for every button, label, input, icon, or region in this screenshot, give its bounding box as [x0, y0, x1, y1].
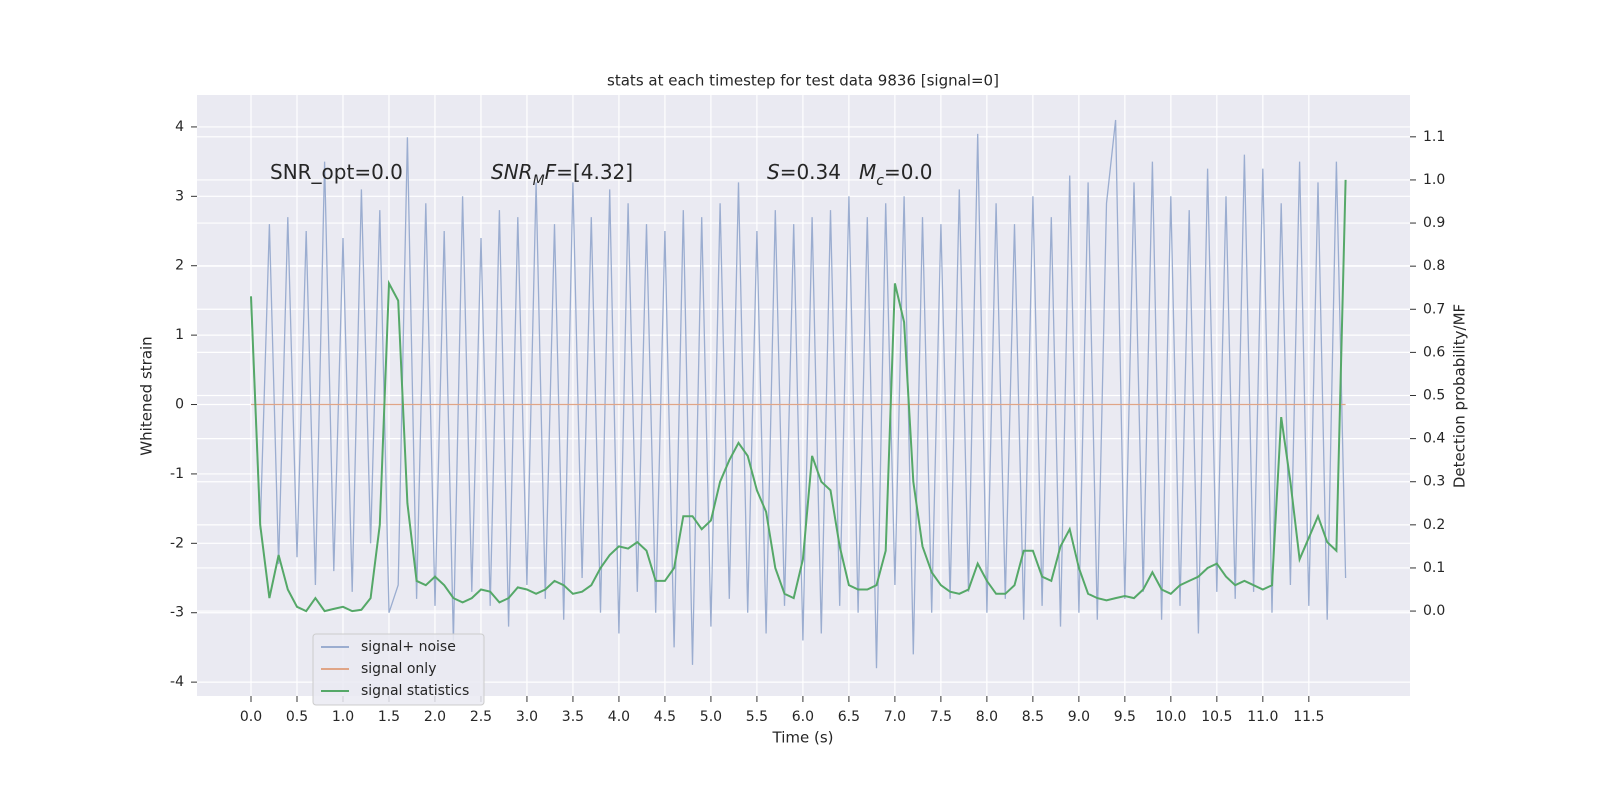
annotation-part: M — [859, 160, 876, 184]
x-tick-label: 6.0 — [792, 709, 814, 725]
legend-label: signal only — [361, 661, 436, 677]
x-axis-label: Time (s) — [772, 729, 834, 747]
x-tick-label: 6.5 — [838, 709, 860, 725]
y2-tick-label: 0.6 — [1423, 344, 1445, 360]
annotation-part: =0.0 — [884, 160, 933, 184]
x-tick-label: 9.0 — [1068, 709, 1090, 725]
chart-title: stats at each timestep for test data 983… — [607, 72, 999, 90]
x-tick-label: 0.0 — [240, 709, 262, 725]
x-tick-label: 1.5 — [378, 709, 400, 725]
x-tick-label: 4.5 — [654, 709, 676, 725]
legend: signal+ noise signal only signal statistic… — [312, 633, 485, 706]
annotation: Mc=0.0 — [859, 160, 933, 190]
x-tick-label: 7.0 — [884, 709, 906, 725]
annotation-part: SNR — [491, 160, 533, 184]
annotation-part: M — [533, 173, 545, 189]
annotation-part: F — [545, 160, 557, 184]
annotation-part: c — [876, 173, 884, 189]
y2-tick-label: 0.0 — [1423, 603, 1445, 619]
y2-tick-label: 0.5 — [1423, 388, 1445, 404]
x-tick-label: 1.0 — [332, 709, 354, 725]
series-line — [250, 179, 1347, 613]
y-axis-label: Whitened strain — [138, 336, 156, 455]
x-tick-label: 3.0 — [516, 709, 538, 725]
x-tick-label: 8.5 — [1022, 709, 1044, 725]
y-tick-label: 4 — [175, 119, 184, 135]
x-tick-label: 10.5 — [1201, 709, 1232, 725]
y2-tick-label: 1.0 — [1423, 172, 1445, 188]
series-line — [250, 119, 1347, 669]
x-tick-label: 10.0 — [1155, 709, 1186, 725]
y-tick-label: 1 — [175, 327, 184, 343]
x-tick-label: 11.0 — [1247, 709, 1278, 725]
y2-tick-label: 0.1 — [1423, 560, 1445, 576]
legend-box — [312, 633, 485, 706]
y2-tick-label: 1.1 — [1423, 129, 1445, 145]
y-tick-label: -2 — [170, 535, 184, 551]
y-tick-label: 0 — [175, 397, 184, 413]
x-tick-label: 3.5 — [562, 709, 584, 725]
annotation-part: =0.34 — [780, 160, 841, 184]
y2-tick-label: 0.3 — [1423, 474, 1445, 490]
annotation-part: SNR_opt=0.0 — [270, 160, 403, 184]
y2-tick-label: 0.7 — [1423, 301, 1445, 317]
y2-tick-label: 0.8 — [1423, 258, 1445, 274]
x-tick-label: 11.5 — [1293, 709, 1324, 725]
x-tick-label: 2.0 — [424, 709, 446, 725]
annotation: SNR_opt=0.0 — [270, 160, 403, 184]
x-tick-label: 2.5 — [470, 709, 492, 725]
x-tick-label: 7.5 — [930, 709, 952, 725]
legend-label: signal statistics — [361, 683, 469, 699]
y2-tick-label: 0.2 — [1423, 517, 1445, 533]
y-tick-label: 3 — [175, 188, 184, 204]
y2-axis-label: Detection probability/MF — [1451, 304, 1469, 488]
x-tick-label: 5.0 — [700, 709, 722, 725]
x-tick-label: 9.5 — [1114, 709, 1136, 725]
annotation-part: =[4.32] — [556, 160, 633, 184]
annotation-part: S — [767, 160, 780, 184]
x-tick-label: 4.0 — [608, 709, 630, 725]
y2-tick-label: 0.9 — [1423, 215, 1445, 231]
y2-tick-label: 0.4 — [1423, 431, 1445, 447]
y-tick-label: -4 — [170, 674, 184, 690]
x-tick-label: 0.5 — [286, 709, 308, 725]
axes: 0.0 0.5 1.0 1.5 2.0 2.5 3.0 3.5 4.0 4.5 5.0 5.5 6.0 6… — [170, 119, 1445, 725]
marks — [250, 119, 1347, 669]
y-tick-label: -1 — [170, 466, 184, 482]
legend-label: signal+ noise — [361, 639, 456, 655]
y-tick-label: -3 — [170, 605, 184, 621]
x-tick-label: 5.5 — [746, 709, 768, 725]
annotation: SNRMF=[4.32] — [491, 160, 633, 190]
annotation: S=0.34 — [767, 160, 841, 184]
y-tick-label: 2 — [175, 258, 184, 274]
x-tick-label: 8.0 — [976, 709, 998, 725]
